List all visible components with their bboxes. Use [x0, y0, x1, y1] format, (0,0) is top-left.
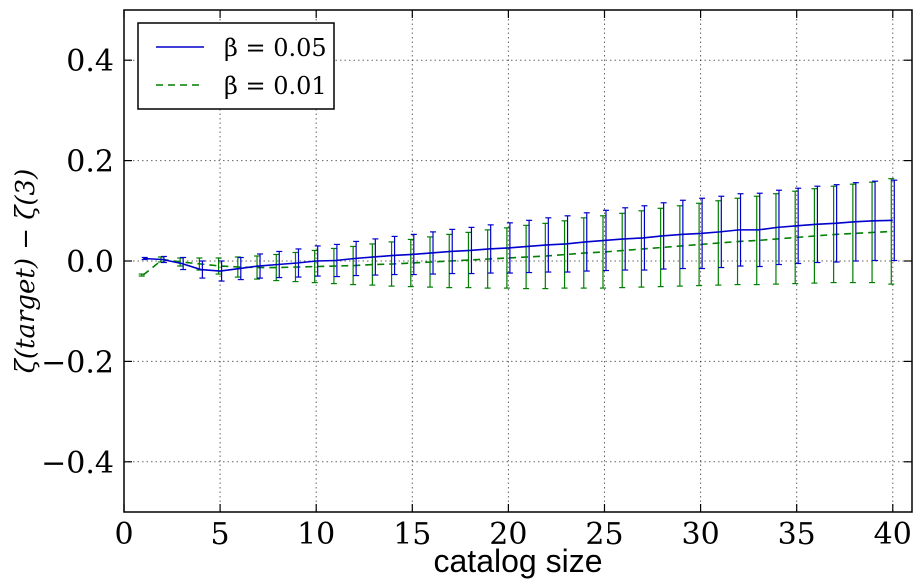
series-layer: [138, 178, 898, 290]
x-tick-label: 20: [489, 517, 527, 552]
y-tick-label: −0.2: [41, 345, 114, 380]
x-tick-label: 30: [681, 517, 719, 552]
legend-box: [137, 22, 335, 110]
y-tick-label: 0.4: [66, 44, 114, 79]
x-tick-label: 35: [778, 517, 816, 552]
y-axis-label: ζ(target) − ζ(3): [11, 169, 41, 373]
x-tick-label: 10: [297, 517, 335, 552]
x-tick-label: 0: [114, 517, 133, 552]
x-tick-label: 5: [211, 517, 230, 552]
y-tick-label: −0.4: [41, 446, 114, 481]
ticks: 0 5 10 15 20 25 30 35 40 0.4 0.2 0.0 −0.2 −0.4: [41, 10, 912, 552]
x-tick-label: 25: [585, 517, 623, 552]
series-beta-005: [141, 179, 898, 282]
series-line: [142, 230, 893, 276]
x-tick-label: 40: [874, 517, 912, 552]
series-beta-001: [138, 178, 895, 290]
legend-entry-beta-001: β = 0.01: [224, 72, 327, 100]
y-tick-label: 0.0: [66, 245, 114, 280]
x-tick-label: 15: [393, 517, 431, 552]
y-tick-label: 0.2: [66, 145, 114, 180]
x-axis-label: catalog size: [434, 543, 603, 579]
series-line: [143, 219, 893, 272]
legend: β = 0.05 β = 0.01: [137, 22, 335, 110]
legend-entry-beta-005: β = 0.05: [224, 34, 327, 62]
